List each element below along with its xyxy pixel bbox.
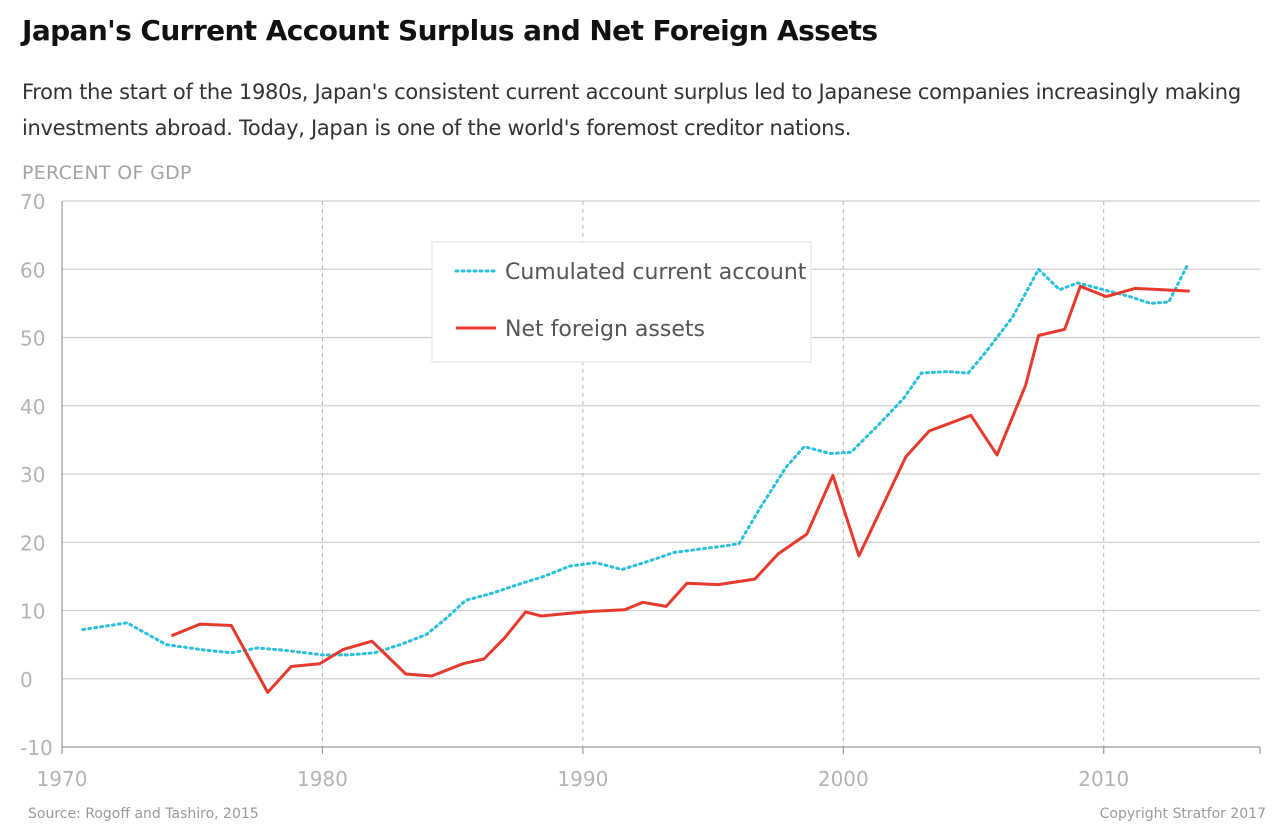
y-tick-label: 70 <box>20 190 45 214</box>
legend-label-cumulated-current-account: Cumulated current account <box>505 260 807 285</box>
y-tick-label: -10 <box>20 736 53 760</box>
legend-label-net-foreign-assets: Net foreign assets <box>505 317 705 342</box>
chart-legend: Cumulated current account Net foreign as… <box>431 241 812 363</box>
y-tick-label: 60 <box>20 258 45 282</box>
y-tick-label: 20 <box>20 531 45 555</box>
chart-subtitle: From the start of the 1980s, Japan's con… <box>22 80 1241 140</box>
y-tick-label: 40 <box>20 395 45 419</box>
y-tick-label: 50 <box>20 327 45 351</box>
legend-box <box>431 241 812 363</box>
chart-title: Japan's Current Account Surplus and Net … <box>22 14 878 47</box>
x-tick-label: 2000 <box>818 767 869 791</box>
y-axis-unit-label: PERCENT OF GDP <box>22 162 192 184</box>
chart-axes: -10 0 10 20 30 40 50 60 70 1970 1980 1990 2000 2010 <box>20 190 1261 791</box>
series-line-net-foreign-assets <box>170 284 1190 694</box>
y-tick-label: 10 <box>20 600 45 624</box>
x-tick-label: 2010 <box>1078 767 1129 791</box>
y-tick-label: 0 <box>20 668 33 692</box>
chart-series <box>81 264 1190 694</box>
y-tick-label: 30 <box>20 463 45 487</box>
x-tick-label: 1990 <box>557 767 608 791</box>
x-tick-label: 1970 <box>37 767 88 791</box>
x-tick-label: 1980 <box>297 767 348 791</box>
copyright-note: Copyright Stratfor 2017 <box>1099 806 1266 822</box>
chart-grid <box>62 200 1260 747</box>
series-line-cumulated-current-account <box>81 264 1189 657</box>
source-note: Source: Rogoff and Tashiro, 2015 <box>28 806 259 822</box>
